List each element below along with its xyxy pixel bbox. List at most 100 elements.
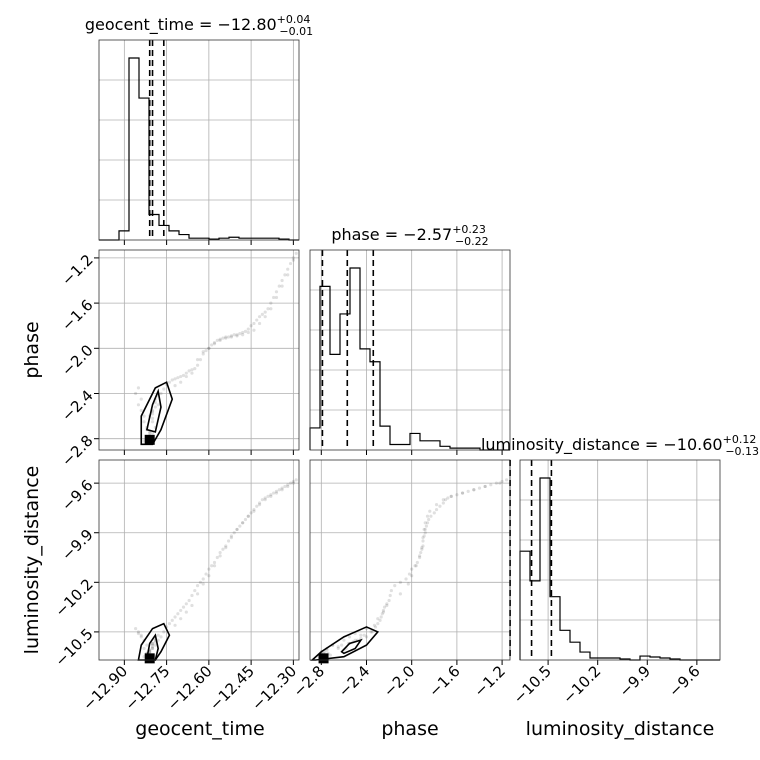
sample-point	[207, 346, 211, 350]
sample-point	[418, 555, 422, 560]
sample-point	[483, 484, 487, 489]
sample-point	[342, 638, 346, 642]
sample-point	[221, 547, 225, 551]
sample-point	[176, 612, 180, 616]
sample-point	[272, 491, 276, 495]
sample-point	[286, 484, 290, 489]
y-axis-label-phase: phase	[21, 321, 43, 378]
sample-point	[378, 618, 382, 622]
sample-point	[170, 378, 174, 382]
sample-point	[195, 584, 200, 588]
panel-geocent_time-vs-luminosity_distance: −10.5 −10.2 −9.9 −9.6 −12.90−12.75−12.60−12.…	[51, 459, 300, 714]
x-tick-label: −12.45	[206, 662, 258, 714]
histogram-luminosity_distance	[519, 477, 720, 661]
sample-point	[190, 593, 194, 598]
title-label: geocent_time = −12.80	[85, 15, 277, 35]
sample-point	[249, 511, 253, 515]
sample-point	[210, 564, 214, 568]
y-tick-label: −2.4	[58, 386, 96, 424]
sample-point	[277, 284, 281, 288]
sample-point	[460, 491, 465, 495]
sample-point	[215, 338, 219, 342]
sample-point	[201, 582, 205, 586]
sample-point	[241, 333, 245, 337]
sample-point	[286, 483, 290, 487]
sample-point	[398, 580, 402, 584]
sample-point	[381, 608, 386, 613]
sample-point	[246, 330, 250, 335]
sample-point	[134, 391, 138, 396]
sample-point	[422, 527, 426, 532]
sample-point	[173, 615, 177, 619]
sample-point	[198, 358, 203, 362]
sample-point	[421, 539, 425, 543]
sample-point	[181, 373, 186, 378]
sample-point	[498, 481, 502, 485]
sample-point	[260, 498, 264, 502]
x-tick-label: −10.5	[510, 662, 555, 707]
panel-frame	[98, 249, 300, 451]
sample-point	[269, 493, 273, 497]
panel-luminosity_distance-histogram: luminosity_distance = −10.60+0.12 −0.13 −1…	[481, 433, 759, 707]
sample-point	[150, 641, 155, 646]
sample-point	[162, 387, 166, 391]
sample-point	[294, 478, 298, 482]
sample-point	[389, 588, 393, 593]
sample-point	[212, 342, 217, 346]
sample-point	[449, 494, 453, 498]
sample-point	[274, 295, 279, 300]
sample-point	[139, 635, 143, 639]
sample-point	[142, 646, 146, 651]
sample-point	[142, 420, 146, 424]
panel-frame	[519, 459, 721, 661]
sample-point	[269, 301, 273, 305]
sample-point	[280, 278, 284, 283]
title-geocent_time: geocent_time = −12.80+0.04 −0.01	[85, 13, 313, 38]
sample-point	[434, 507, 439, 512]
sample-point	[229, 536, 233, 540]
sample-point	[379, 615, 383, 619]
sample-point	[263, 315, 267, 319]
sample-point	[249, 324, 253, 328]
sample-point	[362, 633, 366, 637]
sample-point	[280, 488, 284, 492]
sample-point	[229, 534, 233, 538]
sample-point	[139, 397, 143, 401]
sample-point	[336, 645, 340, 649]
x-tick-label: −12.90	[79, 662, 131, 714]
y-axis-label-luminosity-distance: luminosity_distance	[21, 466, 43, 655]
sample-point	[241, 521, 245, 525]
sample-point	[190, 368, 194, 372]
sample-point	[246, 514, 250, 518]
sample-point	[173, 623, 177, 627]
sample-point	[280, 284, 284, 288]
sample-point	[260, 312, 264, 317]
title-plus: +0.23	[452, 223, 486, 236]
sample-point	[195, 592, 200, 596]
grid	[99, 460, 299, 660]
sample-point	[432, 511, 436, 515]
sample-point	[243, 517, 248, 522]
sample-point	[148, 431, 152, 435]
title-plus: +0.04	[277, 13, 311, 26]
sample-point	[184, 610, 188, 614]
y-tick-label: −1.2	[58, 251, 96, 289]
sample-point	[434, 503, 439, 507]
sample-point	[156, 633, 160, 637]
density-contour-inner	[340, 638, 363, 655]
sample-point	[170, 618, 174, 622]
sample-point	[449, 494, 453, 498]
sample-point	[173, 377, 177, 381]
sample-point	[418, 554, 422, 558]
y-tick-label: −10.5	[51, 625, 96, 670]
sample-point	[252, 328, 256, 332]
sample-point	[184, 371, 188, 375]
sample-point	[187, 598, 191, 603]
sample-point	[406, 582, 410, 586]
sample-point	[207, 567, 211, 571]
sample-point	[204, 572, 208, 576]
sample-point	[263, 310, 267, 314]
sample-point	[280, 486, 284, 490]
sample-point	[187, 369, 191, 373]
